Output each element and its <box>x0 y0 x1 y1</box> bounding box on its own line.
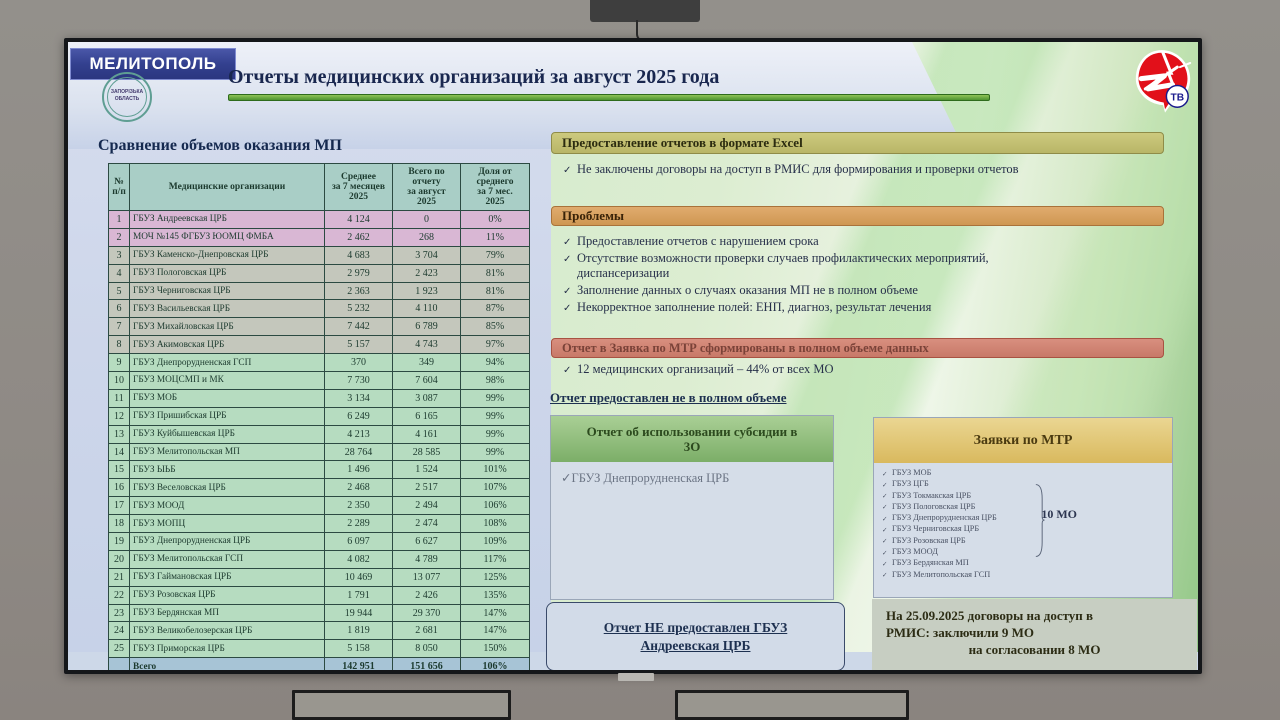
svg-text:ТВ: ТВ <box>1170 92 1184 103</box>
